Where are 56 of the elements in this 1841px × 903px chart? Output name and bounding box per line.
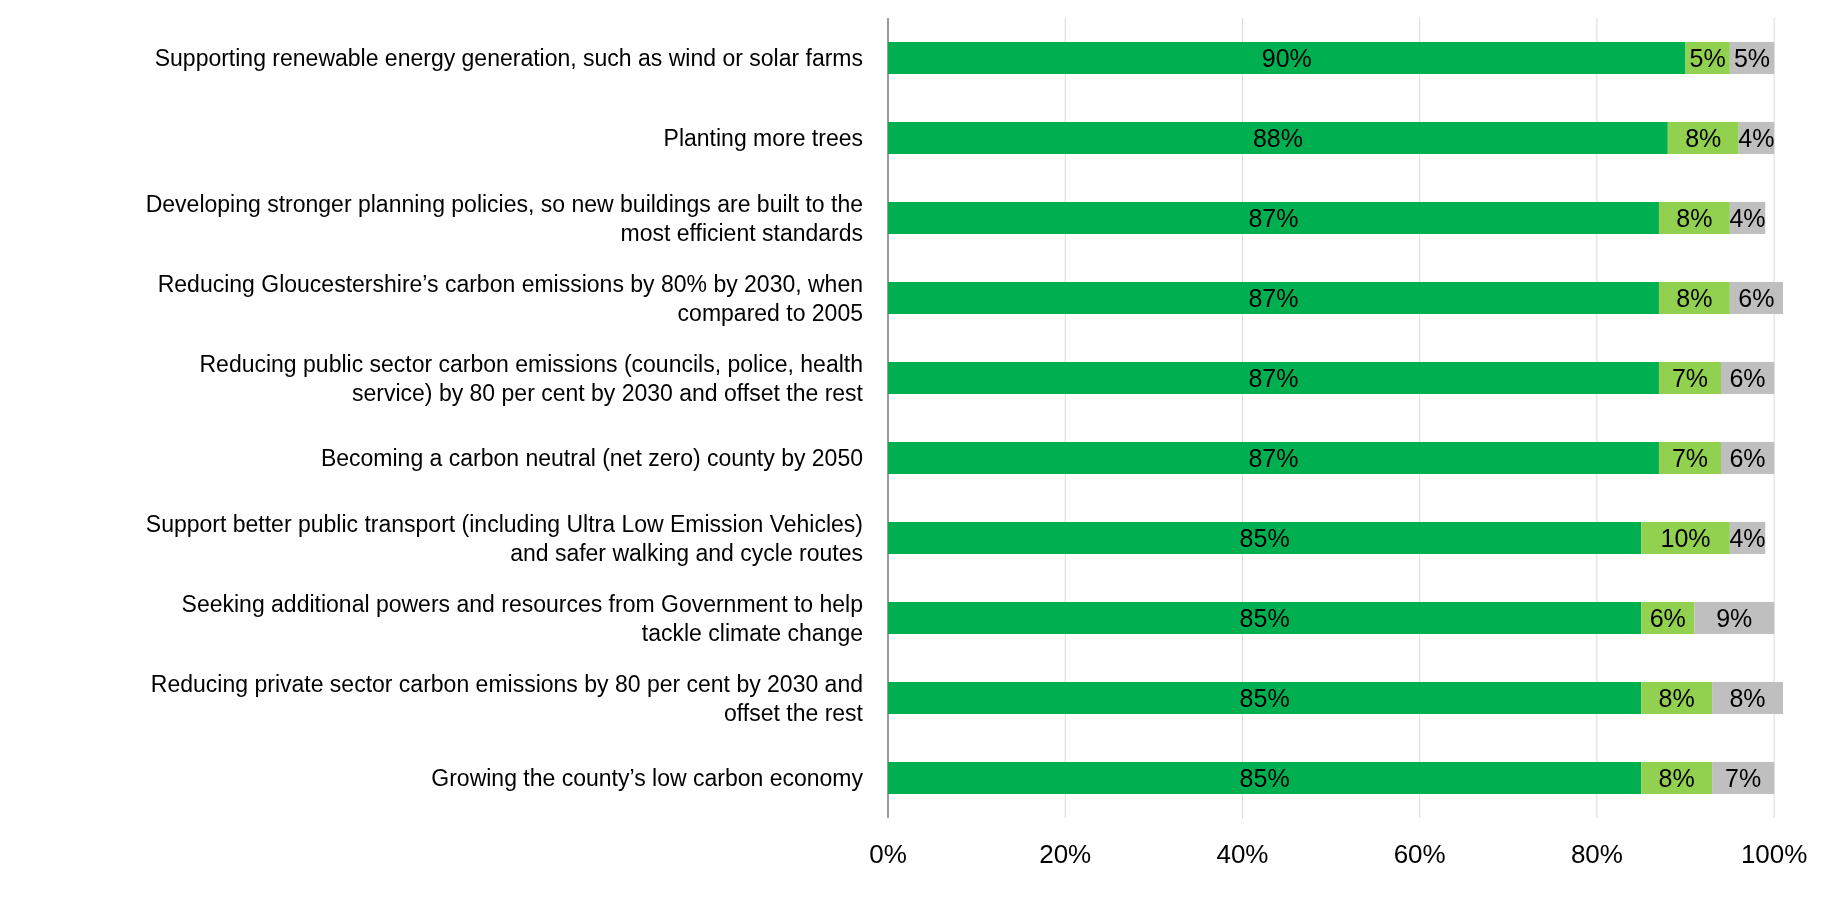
data-label: 8% (1658, 763, 1695, 792)
data-label: 10% (1660, 523, 1711, 552)
data-label: 87% (1248, 203, 1299, 232)
bar (888, 122, 1668, 154)
data-label: 85% (1239, 683, 1290, 712)
data-label: 7% (1671, 363, 1709, 392)
bar (888, 202, 1659, 234)
data-label: 87% (1248, 363, 1299, 392)
data-label: 6% (1649, 603, 1686, 632)
y-tick-label: Reducing private sector carbon emissions by 80 per cent by 2030 and offset the rest (150, 670, 864, 726)
bar (888, 442, 1659, 474)
x-tick-label: 0% (869, 839, 907, 869)
data-label: 8% (1676, 203, 1713, 232)
y-tick-label: Reducing Gloucestershire’s carbon emissions by 80% by 2030, when compared to 2005 (157, 270, 863, 326)
data-label: 85% (1239, 763, 1290, 792)
data-label: 8% (1676, 283, 1713, 312)
data-label: 4% (1729, 523, 1766, 552)
y-tick-label: Becoming a carbon neutral (net zero) county by 2050 (320, 445, 863, 472)
y-tick-label: Developing stronger planning policies, so new buildings are built to the most efficient standards (145, 190, 863, 246)
bar (888, 522, 1642, 554)
y-tick-label: Growing the county’s low carbon economy (431, 765, 864, 792)
data-label: 87% (1248, 443, 1299, 472)
data-label: 4% (1729, 203, 1766, 232)
bar (888, 282, 1659, 314)
x-tick-label: 40% (1216, 839, 1269, 869)
x-tick-label: 80% (1570, 839, 1623, 869)
data-label: 8% (1658, 683, 1695, 712)
data-label: 6% (1729, 363, 1766, 392)
data-label: 85% (1239, 523, 1290, 552)
y-tick-label: Supporting renewable energy generation, such as wind or solar farms (154, 45, 863, 72)
bar (888, 762, 1642, 794)
data-label: 9% (1716, 603, 1753, 632)
data-label: 6% (1729, 443, 1766, 472)
y-tick-label: Planting more trees (663, 125, 863, 152)
data-label: 5% (1733, 43, 1771, 72)
data-label: 5% (1689, 43, 1726, 72)
data-label: 4% (1738, 123, 1775, 152)
data-label: 85% (1239, 603, 1290, 632)
y-tick-label: Reducing public sector carbon emissions (councils, police, health service) by 80 per cent by 2030 and offset the rest (199, 350, 864, 406)
data-label: 8% (1729, 683, 1766, 712)
x-tick-label: 100% (1740, 839, 1808, 869)
data-label: 88% (1252, 123, 1303, 152)
x-tick-label: 20% (1039, 839, 1092, 869)
bar (888, 42, 1686, 74)
x-tick-label: 60% (1393, 839, 1446, 869)
data-label: 6% (1738, 283, 1775, 312)
data-label: 8% (1685, 123, 1722, 152)
data-label: 90% (1261, 43, 1312, 72)
data-label: 7% (1671, 443, 1709, 472)
data-label: 7% (1725, 763, 1762, 792)
bar (888, 682, 1642, 714)
y-tick-label: Seeking additional powers and resources from Government to help tackle climate change (181, 590, 863, 646)
data-label: 87% (1248, 283, 1299, 312)
y-tick-label: Support better public transport (including Ultra Low Emission Vehicles) and safer walking and cycle routes (145, 510, 863, 566)
bar (888, 602, 1642, 634)
bar (888, 362, 1659, 394)
